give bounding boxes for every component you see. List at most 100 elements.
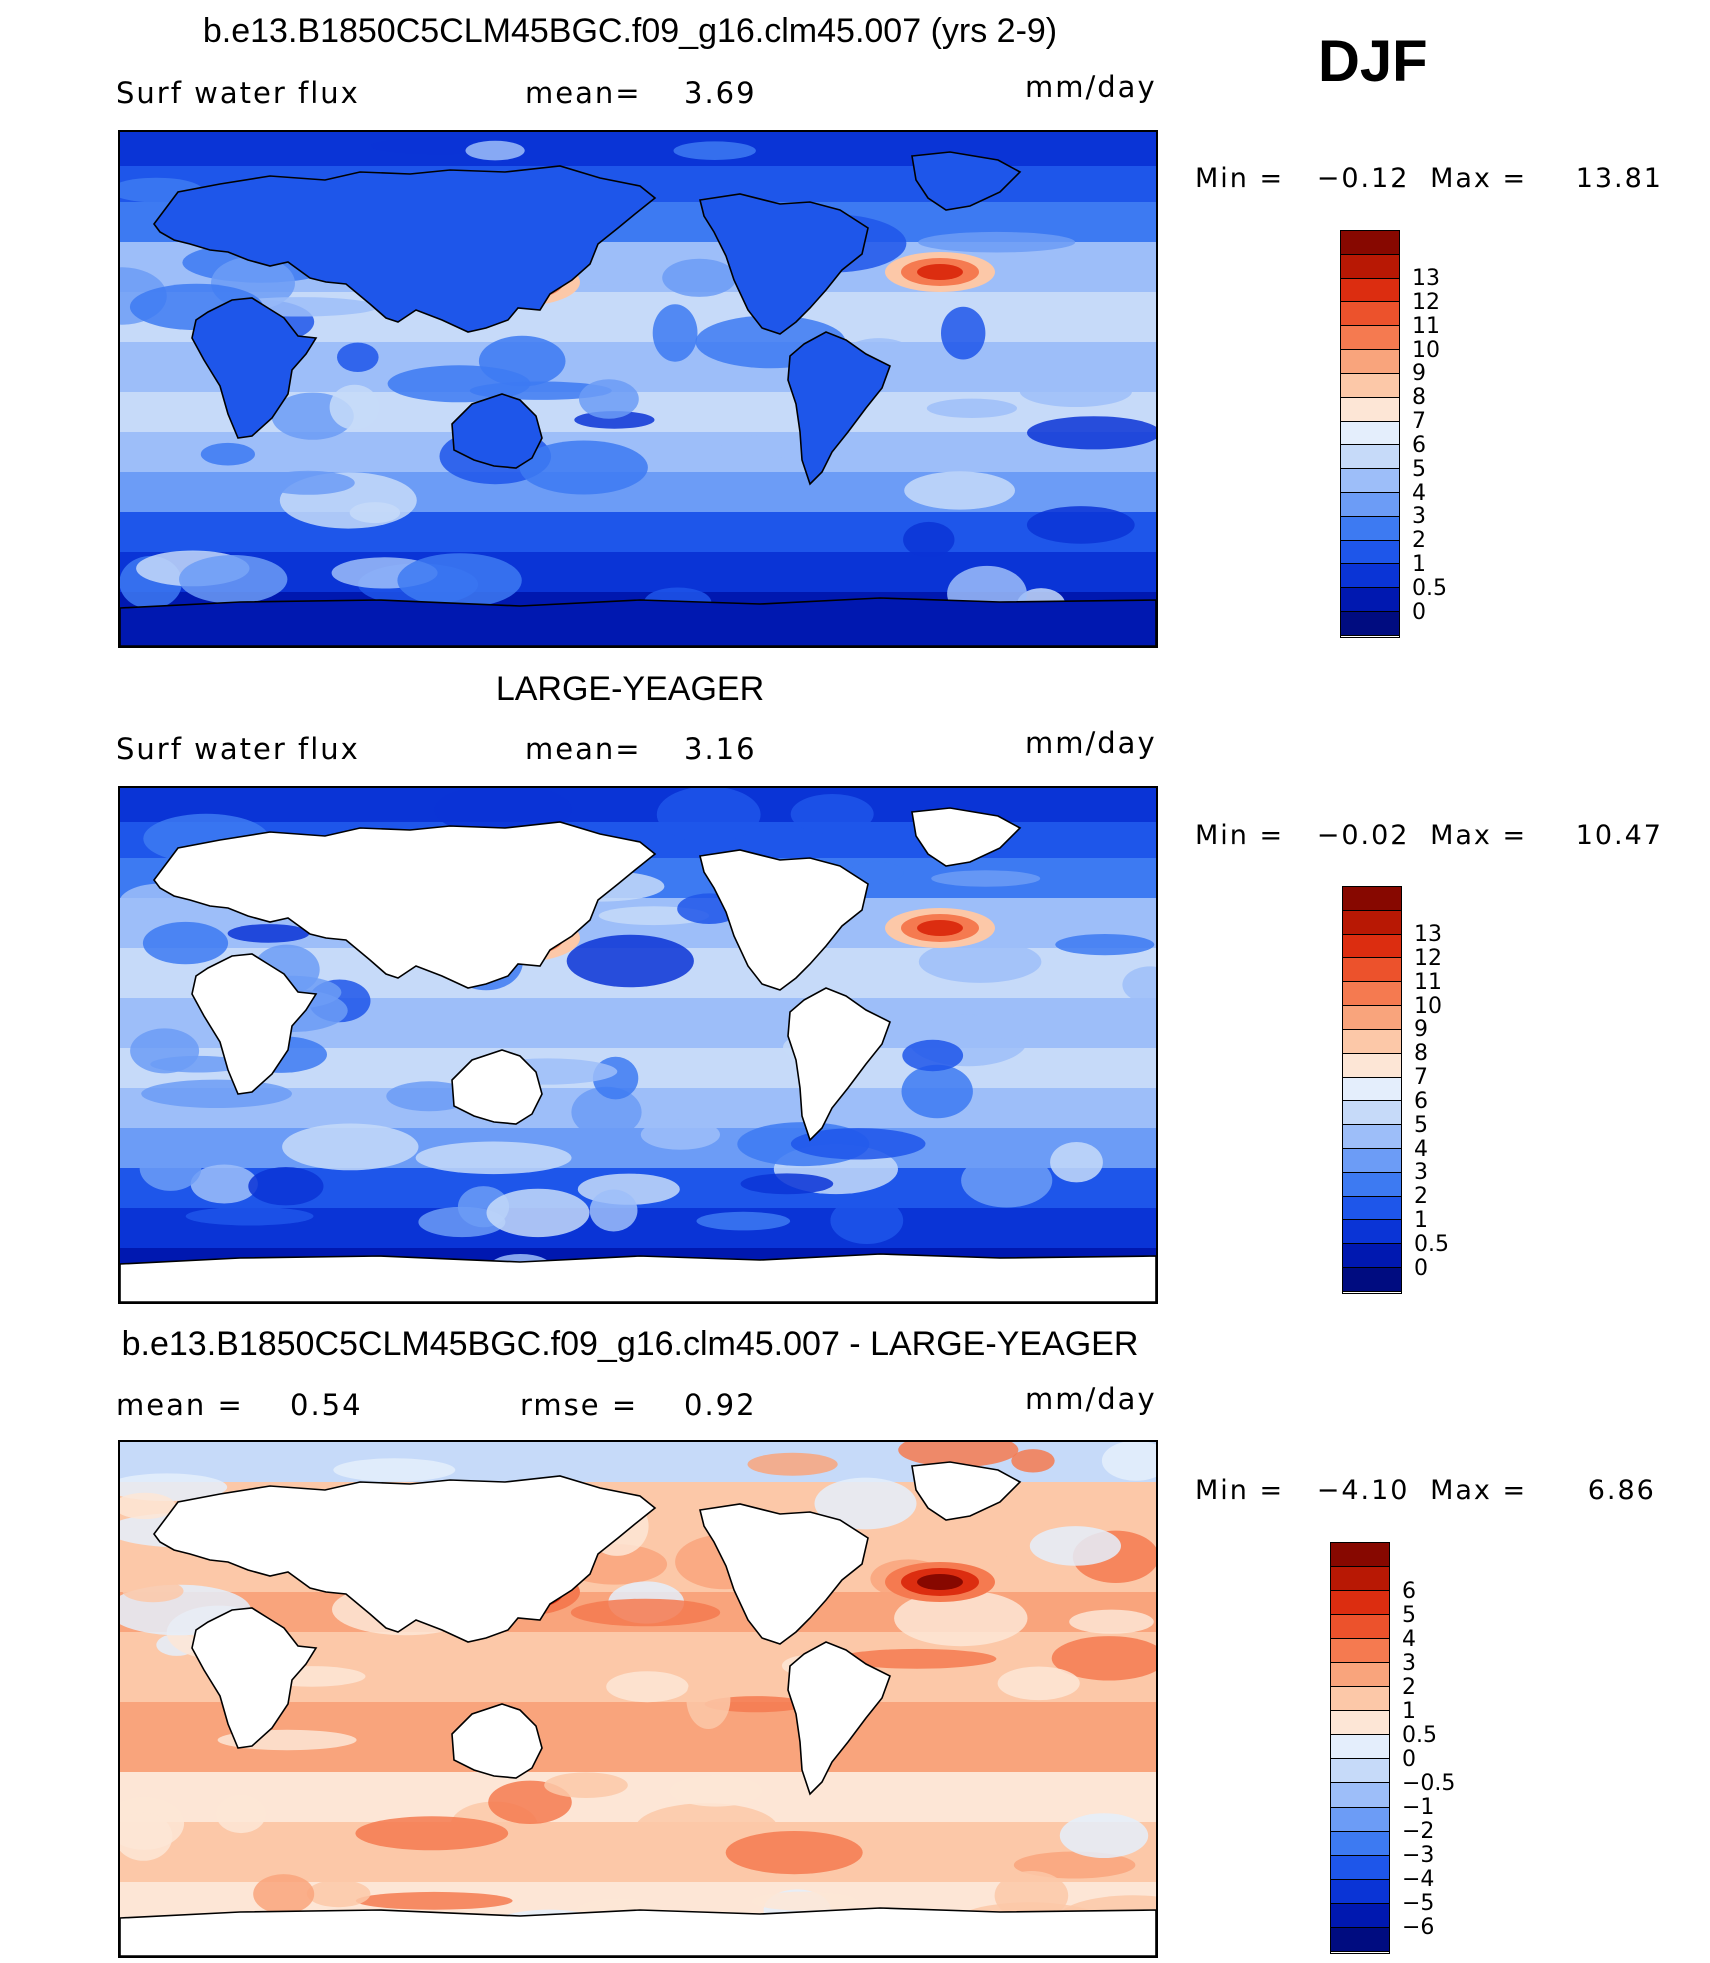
colorbar-swatch bbox=[1343, 1196, 1401, 1221]
colorbar-tick-label: 1 bbox=[1412, 552, 1426, 578]
field-label: Surf water flux bbox=[116, 732, 360, 766]
continent-outline bbox=[191, 297, 318, 439]
colorbar-swatch bbox=[1343, 1268, 1401, 1292]
colorbar-swatch bbox=[1331, 1759, 1389, 1784]
colorbar bbox=[1340, 230, 1400, 638]
colorbar-tick-label: −2 bbox=[1402, 1819, 1435, 1845]
colorbar-tick-label: 2 bbox=[1412, 528, 1426, 554]
colorbar-tick-label: 6 bbox=[1412, 432, 1426, 458]
colorbar-swatch bbox=[1341, 231, 1399, 255]
colorbar-swatch bbox=[1331, 1879, 1389, 1904]
units-label: mm/day bbox=[1025, 1382, 1157, 1416]
colorbar-tick-label: 9 bbox=[1414, 1017, 1428, 1043]
panel-title: b.e13.B1850C5CLM45BGC.f09_g16.clm45.007 … bbox=[121, 1325, 1139, 1363]
min-label: Min = bbox=[1195, 1475, 1285, 1506]
min-label: Min = bbox=[1195, 820, 1285, 851]
colorbar-tick-label: 12 bbox=[1412, 289, 1440, 315]
field-label: Surf water flux bbox=[116, 76, 360, 110]
colorbar-swatch bbox=[1341, 326, 1399, 351]
colorbar-swatch bbox=[1343, 1006, 1401, 1030]
map-svg bbox=[120, 788, 1156, 1302]
colorbar-swatch bbox=[1331, 1903, 1389, 1928]
continent-outline bbox=[153, 165, 657, 333]
minmax-readout: Min = −0.12 Max = 13.81 bbox=[1195, 163, 1663, 194]
map-plot bbox=[118, 1440, 1158, 1958]
colorbar-swatch bbox=[1343, 1148, 1401, 1173]
rmse-label: rmse = bbox=[520, 1388, 639, 1422]
colorbar-tick-label: 5 bbox=[1414, 1112, 1428, 1138]
colorbar-swatch bbox=[1343, 1172, 1401, 1197]
continent-outline bbox=[699, 849, 869, 991]
min-value: −4.10 bbox=[1316, 1475, 1410, 1506]
colorbar-tick-label: 0 bbox=[1402, 1747, 1416, 1773]
continent-outline bbox=[120, 597, 1156, 646]
continent-outline bbox=[191, 953, 318, 1095]
max-value: 10.47 bbox=[1575, 820, 1663, 851]
colorbar-swatch bbox=[1343, 1101, 1401, 1126]
colorbar-tick-label: 12 bbox=[1414, 945, 1442, 971]
colorbar-tick-label: 3 bbox=[1402, 1650, 1416, 1676]
colorbar-tick-label: 6 bbox=[1414, 1088, 1428, 1114]
colorbar-tick-label: 10 bbox=[1414, 993, 1442, 1019]
colorbar-tick-label: 0 bbox=[1414, 1255, 1428, 1281]
continent-outline bbox=[911, 1461, 1022, 1521]
continent-outline bbox=[191, 1607, 318, 1749]
colorbar-tick-label: 4 bbox=[1402, 1626, 1416, 1652]
colorbar-tick-label: 11 bbox=[1412, 313, 1440, 339]
colorbar-swatch bbox=[1343, 887, 1401, 911]
colorbar-swatch bbox=[1331, 1567, 1389, 1592]
map-svg bbox=[120, 1442, 1156, 1956]
continent-outline bbox=[451, 1049, 543, 1125]
colorbar-swatch bbox=[1343, 910, 1401, 935]
colorbar-tick-label: 10 bbox=[1412, 337, 1440, 363]
colorbar-tick-label: 0.5 bbox=[1414, 1231, 1449, 1257]
continent-outline bbox=[153, 1475, 657, 1643]
colorbar-tick-label: 8 bbox=[1414, 1041, 1428, 1067]
continent-outline bbox=[153, 821, 657, 989]
colorbar-swatch bbox=[1343, 1077, 1401, 1102]
max-value: 6.86 bbox=[1587, 1475, 1656, 1506]
colorbar-swatch bbox=[1341, 445, 1399, 470]
colorbar-swatch bbox=[1331, 1831, 1389, 1856]
mean-label: mean= bbox=[525, 732, 642, 766]
continent-outline bbox=[787, 331, 891, 486]
continent-outline bbox=[911, 807, 1022, 867]
colorbar-swatch bbox=[1331, 1927, 1389, 1952]
colorbar-swatch bbox=[1341, 540, 1399, 565]
colorbar-tick-label: 1 bbox=[1414, 1208, 1428, 1234]
colorbar-tick-label: 4 bbox=[1412, 480, 1426, 506]
colorbar-swatch bbox=[1331, 1711, 1389, 1736]
min-value: −0.12 bbox=[1316, 163, 1410, 194]
colorbar-swatch bbox=[1341, 492, 1399, 517]
continent-outline bbox=[120, 1907, 1156, 1956]
colorbar-tick-label: 3 bbox=[1414, 1160, 1428, 1186]
continent-outline bbox=[911, 151, 1022, 211]
season-label: DJF bbox=[1318, 29, 1428, 94]
colorbar-tick-label: 13 bbox=[1414, 922, 1442, 948]
colorbar-tick-label: −1 bbox=[1402, 1795, 1435, 1821]
colorbar-swatch bbox=[1343, 1029, 1401, 1054]
colorbar-tick-label: −3 bbox=[1402, 1843, 1435, 1869]
panel-title: LARGE-YEAGER bbox=[495, 670, 765, 708]
colorbar-swatch bbox=[1343, 982, 1401, 1007]
colorbar-swatch bbox=[1341, 373, 1399, 398]
continent-outline bbox=[699, 1503, 869, 1645]
colorbar-swatch bbox=[1343, 958, 1401, 983]
colorbar-tick-label: 4 bbox=[1414, 1136, 1428, 1162]
colorbar-swatch bbox=[1331, 1855, 1389, 1880]
continent-outline bbox=[451, 393, 543, 469]
colorbar-swatch bbox=[1331, 1591, 1389, 1616]
colorbar bbox=[1330, 1542, 1390, 1954]
colorbar-swatch bbox=[1341, 612, 1399, 636]
colorbar-swatch bbox=[1343, 1053, 1401, 1078]
colorbar-swatch bbox=[1341, 302, 1399, 327]
colorbar-tick-label: −4 bbox=[1402, 1867, 1435, 1893]
colorbar-tick-label: 1 bbox=[1402, 1698, 1416, 1724]
continent-outline bbox=[787, 1641, 891, 1796]
mean-label: mean = bbox=[116, 1388, 244, 1422]
continent-outline bbox=[120, 1253, 1156, 1302]
colorbar-tick-label: 6 bbox=[1402, 1578, 1416, 1604]
minmax-readout: Min = −0.02 Max = 10.47 bbox=[1195, 820, 1663, 851]
mean-value: 3.69 bbox=[684, 76, 757, 110]
colorbar-swatch bbox=[1331, 1735, 1389, 1760]
